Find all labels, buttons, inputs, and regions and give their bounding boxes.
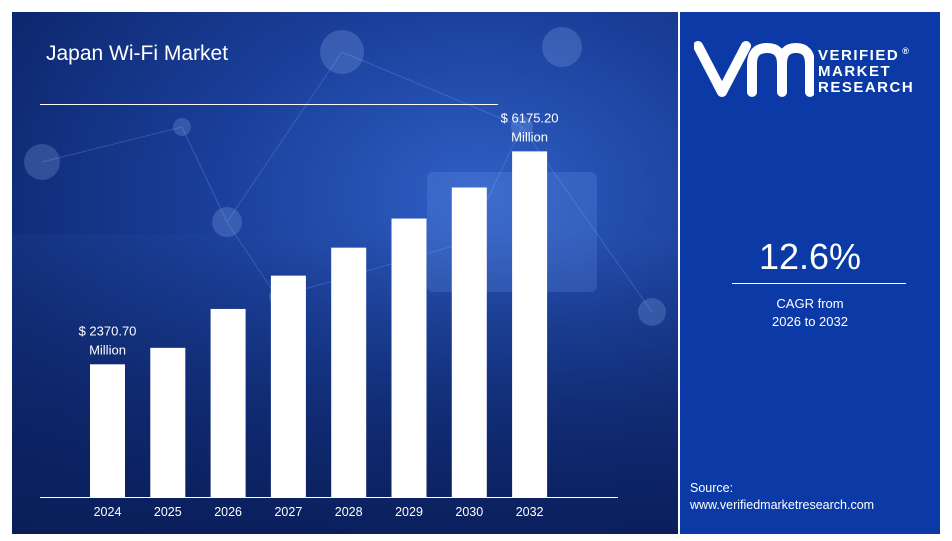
x-tick-label-2024: 2024: [94, 505, 122, 519]
brand-wordmark: VERIFIED ® MARKET RESEARCH: [818, 43, 914, 96]
cagr-label: CAGR from 2026 to 2032: [680, 295, 940, 331]
cagr-label-line-1: CAGR from: [776, 296, 844, 311]
info-panel: VERIFIED ® MARKET RESEARCH 12.6% CAGR fro…: [680, 12, 940, 534]
title-underline: [40, 104, 498, 105]
chart-panel: Japan Wi-Fi Market 2024 2025 2026 2027 2028 2…: [12, 12, 678, 534]
x-tick-label-2028: 2028: [335, 505, 363, 519]
x-tick-label-2030: 2030: [455, 505, 483, 519]
data-label-2024: $ 2370.70 Million: [79, 323, 137, 357]
bar-2027: [270, 275, 306, 497]
source-label: Source:: [690, 481, 734, 495]
bar-2026: [210, 308, 246, 497]
x-tick-label-2032: 2032: [516, 505, 544, 519]
bar-2025: [150, 347, 186, 497]
bar-2032: [512, 151, 548, 497]
bar-2024: [90, 364, 125, 497]
x-tick-label-2029: 2029: [395, 505, 423, 519]
x-tick-label-2025: 2025: [154, 505, 182, 519]
chart-title: Japan Wi-Fi Market: [46, 42, 229, 65]
bar-chart: 2024 2025 2026 2027 2028 2029 2030 2032 $ 2370.…: [40, 110, 618, 519]
x-tick-label-2026: 2026: [214, 505, 242, 519]
bar-2029: [391, 218, 427, 497]
brand-line-3: RESEARCH: [818, 79, 915, 96]
bar-2030: [451, 187, 487, 497]
source-note: Source: www.verifiedmarketresearch.com: [690, 480, 874, 514]
cagr-divider: [732, 283, 906, 284]
cagr-value: 12.6%: [758, 236, 862, 277]
x-tick-label-2027: 2027: [274, 505, 302, 519]
cagr-label-line-2: 2026 to 2032: [772, 314, 848, 329]
brand-line-2: MARKET: [818, 63, 892, 80]
source-url[interactable]: www.verifiedmarketresearch.com: [690, 498, 875, 512]
data-label-2032: $ 6175.20 Million: [501, 110, 559, 144]
brand-line-1: VERIFIED ®: [818, 46, 911, 64]
bar-2028: [331, 247, 367, 497]
vmr-logo-icon: [694, 41, 814, 97]
